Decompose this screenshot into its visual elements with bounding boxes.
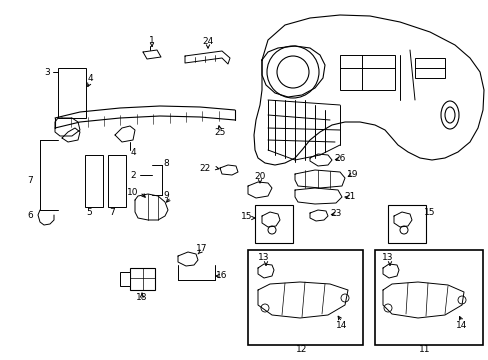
Text: 17: 17 bbox=[196, 243, 207, 252]
Text: 12: 12 bbox=[296, 346, 307, 355]
Text: 14: 14 bbox=[336, 321, 347, 330]
Text: 6: 6 bbox=[27, 211, 33, 220]
Text: 4: 4 bbox=[130, 148, 136, 157]
Text: 15: 15 bbox=[241, 212, 252, 220]
Bar bbox=[374, 250, 482, 345]
Bar bbox=[414, 58, 444, 78]
Text: 13: 13 bbox=[382, 253, 393, 262]
Bar bbox=[120, 272, 130, 286]
Text: 16: 16 bbox=[216, 270, 227, 279]
Bar bbox=[339, 55, 394, 90]
Text: 10: 10 bbox=[127, 188, 139, 197]
Bar bbox=[130, 268, 155, 290]
Text: 1: 1 bbox=[149, 36, 155, 45]
Text: 4: 4 bbox=[87, 73, 93, 82]
Text: 9: 9 bbox=[163, 190, 168, 199]
Bar bbox=[387, 205, 425, 243]
Text: 26: 26 bbox=[334, 153, 345, 162]
Text: 15: 15 bbox=[424, 207, 435, 216]
Text: 23: 23 bbox=[329, 208, 341, 217]
Text: 8: 8 bbox=[163, 158, 168, 167]
Bar bbox=[58, 68, 86, 118]
Text: 7: 7 bbox=[109, 207, 115, 216]
Text: 22: 22 bbox=[199, 163, 210, 172]
Bar bbox=[85, 155, 103, 207]
Text: 18: 18 bbox=[136, 293, 147, 302]
Text: 21: 21 bbox=[344, 192, 355, 201]
Text: 2: 2 bbox=[130, 171, 136, 180]
Text: 5: 5 bbox=[86, 207, 92, 216]
Bar bbox=[254, 205, 292, 243]
Text: 24: 24 bbox=[202, 36, 213, 45]
Text: 20: 20 bbox=[254, 171, 265, 180]
Text: 3: 3 bbox=[44, 68, 50, 77]
Bar bbox=[247, 250, 362, 345]
Text: 7: 7 bbox=[27, 176, 33, 185]
Text: 11: 11 bbox=[418, 346, 430, 355]
Bar bbox=[108, 155, 126, 207]
Text: 25: 25 bbox=[214, 127, 225, 136]
Text: 14: 14 bbox=[455, 321, 467, 330]
Text: 13: 13 bbox=[258, 253, 269, 262]
Text: 19: 19 bbox=[346, 170, 358, 179]
